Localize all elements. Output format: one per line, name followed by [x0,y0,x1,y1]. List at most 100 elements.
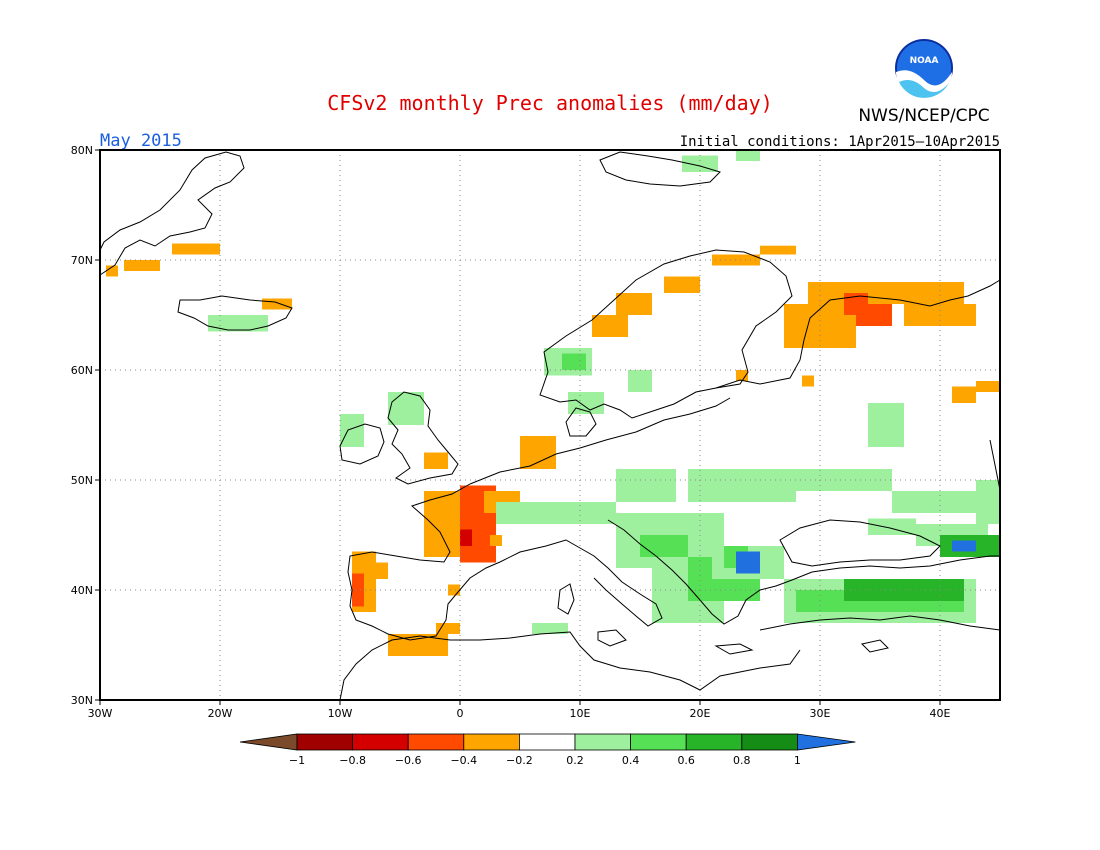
anomaly-cell [802,375,814,387]
anomaly-cell [616,293,652,315]
colorbar: −1 −0.8 −0.6 −0.4 −0.2 0.2 0.4 0.6 0.8 1 [239,733,856,767]
longitude-tick-label: 30E [810,707,831,720]
anomaly-cell [856,304,892,326]
denmark-coast [565,407,597,437]
noaa-logo: NOAA [895,39,953,100]
anomaly-cell [736,551,760,574]
scandinavia-coast [539,249,793,419]
anomaly-cell [208,315,268,332]
agency-label: NWS/NCEP/CPC [858,106,989,126]
anomaly-cell [124,260,160,271]
latitude-tick-label: 40N [71,584,93,597]
anomaly-cell [448,584,460,596]
ireland-coast [339,423,385,465]
longitude-labels: 30W 20W 10W 0 10E 20E 30E 40E [88,700,951,720]
anomaly-cell [736,370,748,381]
colorbar-segment [574,733,631,751]
longitude-tick-label: 40E [930,707,951,720]
anomaly-cell [664,276,700,293]
anomaly-cell [340,414,364,447]
colorbar-tick-label: 0.2 [566,754,584,767]
longitude-tick-label: 20W [208,707,233,720]
finland-coast [715,279,1001,389]
month-label: May 2015 [100,131,182,151]
anomaly-cells [106,150,1000,656]
longitude-tick-label: 20E [690,707,711,720]
turkey-coast [791,555,1000,581]
caspian-coast [989,439,1001,491]
anomaly-cell [460,529,472,546]
colorbar-tick-label: 0.8 [733,754,751,767]
anomaly-cell [616,469,676,502]
anomaly-cell [640,535,688,557]
colorbar-tick-label: −0.6 [395,754,422,767]
map-panel: 80N 70N 60N 50N 40N 30N 30W 20W 10W 0 10E 20E 30E 40… [71,144,1001,720]
greenland-coast [99,151,245,276]
anomaly-cell [688,469,796,502]
colorbar-tick-label: 0.6 [677,754,695,767]
colorbar-tick-label: −0.4 [450,754,477,767]
colorbar-segment [741,733,798,751]
latitude-tick-label: 70N [71,254,93,267]
iceland-coast [177,295,293,331]
italy-coast [499,539,663,627]
latitude-tick-label: 30N [71,694,93,707]
latitude-tick-label: 50N [71,474,93,487]
sicily-coast [597,629,627,647]
anomaly-cell [496,502,616,524]
anomaly-cell [892,491,976,513]
turkey-south-coast [759,615,1001,631]
colorbar-tick-label: −0.2 [506,754,533,767]
anomaly-cell [208,243,220,255]
latitude-labels: 80N 70N 60N 50N 40N 30N [71,144,100,707]
anomaly-cell [868,282,964,304]
anomaly-cell [388,392,424,425]
north-africa-coast [339,631,801,701]
anomaly-cell [388,634,448,656]
longitude-tick-label: 0 [457,707,464,720]
colorbar-tick-label: −0.8 [339,754,366,767]
anomaly-cell [592,315,628,337]
anomaly-cell [952,540,976,552]
colorbar-tick-label: 0.4 [622,754,640,767]
colorbar-low-arrow [239,733,298,751]
anomaly-cell [532,623,568,634]
anomaly-cell [976,480,1000,524]
figure-title: CFSv2 monthly Prec anomalies (mm/day) [327,91,773,115]
crete-coast [714,643,754,655]
longitude-tick-label: 10E [570,707,591,720]
anomaly-cell [490,535,502,546]
anomaly-cell [868,518,916,535]
longitude-tick-label: 10W [328,707,353,720]
iberia-coast [347,483,501,641]
initial-conditions-label: Initial conditions: 1Apr2015–10Apr2015 [680,134,1000,150]
anomaly-cell [376,562,388,579]
anomaly-cell [352,573,364,607]
colorbar-segment [519,733,576,751]
black-sea-coast [779,519,941,567]
anomaly-cell [760,245,796,255]
anomaly-cell [844,579,964,601]
longitude-tick-label: 30W [88,707,113,720]
anomaly-cell [628,370,652,392]
latitude-tick-label: 80N [71,144,93,157]
continental-coast [469,397,731,485]
anomaly-cell [106,265,118,277]
cyprus-coast [861,639,889,653]
noaa-logo-text: NOAA [910,56,939,66]
colorbar-segment [352,733,409,751]
colorbar-tick-label: −1 [289,754,305,767]
anomaly-cell [424,452,448,469]
sardinia-coast [557,583,575,615]
anomaly-cell [520,436,556,469]
colorbar-segment [630,733,687,751]
colorbar-segment [407,733,465,751]
great-britain-coast [387,391,459,485]
colorbar-tick-label: 1 [794,754,801,767]
anomaly-cell [424,491,460,557]
colorbar-segment [296,733,353,751]
anomaly-cell [436,623,460,634]
map-frame [99,149,1001,701]
colorbar-segment [685,733,743,751]
